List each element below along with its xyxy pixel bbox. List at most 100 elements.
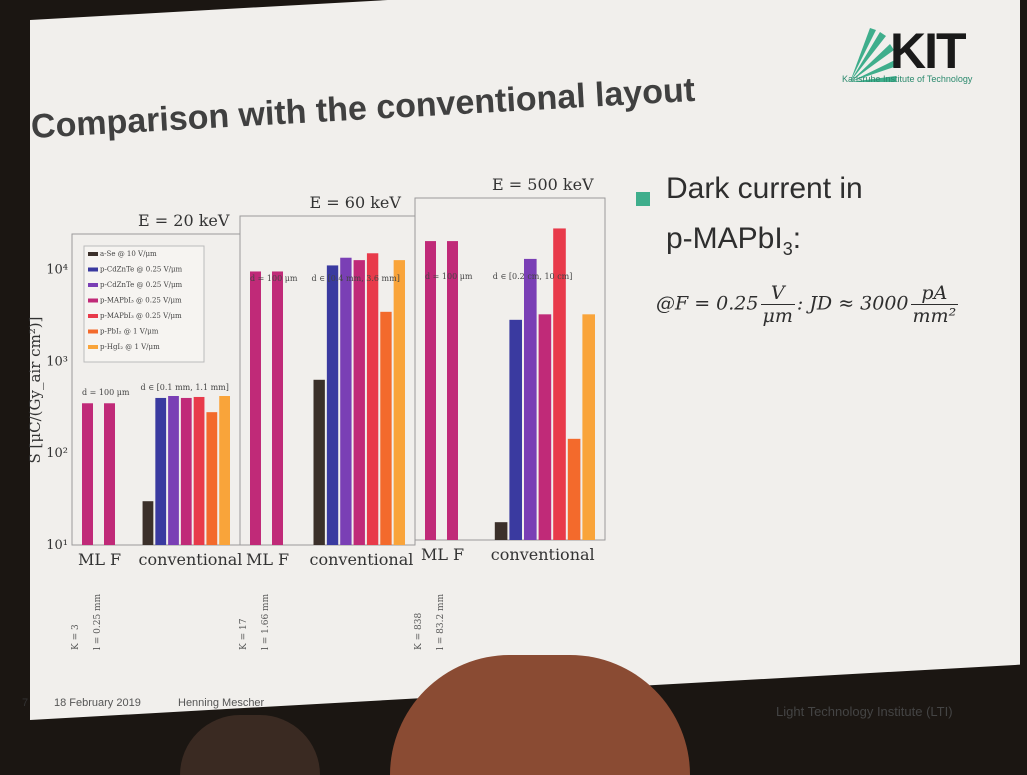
bar-conventional <box>567 438 581 540</box>
bullet-line2-tail: : <box>792 222 802 255</box>
bullet-line2-main: p-MAPbI <box>666 222 783 255</box>
legend-swatch <box>88 252 98 256</box>
bar-ml <box>82 403 93 545</box>
bar-f <box>272 271 283 545</box>
legend-swatch <box>88 283 98 287</box>
bar-conventional <box>353 260 365 545</box>
f-label: F <box>110 550 121 569</box>
bar-conventional <box>326 265 339 545</box>
bar-conventional <box>524 258 537 540</box>
bar-conventional <box>553 228 566 540</box>
bar-conventional <box>393 260 405 545</box>
bar-ml <box>250 271 261 545</box>
y-axis: 10¹ 10² 10³ 10⁴ S [μC/(Gy_air cm²)] <box>26 263 68 553</box>
formula-num2: pA <box>910 282 959 305</box>
f-label: F <box>278 550 289 569</box>
kit-logo-text: KIT <box>890 23 967 79</box>
formula-prefix: @F = 0.25 <box>656 292 759 315</box>
l-label: l = 0.25 mm <box>93 593 103 650</box>
panel-energy-label: E = 20 keV <box>138 211 230 230</box>
bullet-text-line2: p-MAPbI3: <box>666 222 801 260</box>
kit-logo <box>832 10 1002 110</box>
panel-energy-label: E = 500 keV <box>492 175 594 194</box>
bar-conventional <box>193 396 205 545</box>
d-label-right: d ∈ [0.1 mm, 1.1 mm] <box>141 383 229 392</box>
d-label-right: d ∈ [0.4 mm, 3.6 mm] <box>312 274 400 283</box>
legend-swatch <box>88 345 98 349</box>
legend-swatch <box>88 314 98 318</box>
formula-middle: : JD ≈ 3000 <box>796 292 909 315</box>
kit-logo-rays-icon <box>850 28 897 82</box>
y-axis-label: S [μC/(Gy_air cm²)] <box>26 316 44 463</box>
formula-fraction-2: pA mm² <box>910 282 959 327</box>
k-label: K = 17 <box>239 618 249 650</box>
bullet-text-line1: Dark current in <box>666 172 863 205</box>
bar-conventional <box>219 396 230 545</box>
y-tick-label: 10⁴ <box>46 263 68 278</box>
formula-num1: V <box>760 282 795 305</box>
footer-date: 18 February 2019 <box>54 697 141 709</box>
footer-page-number: 7 <box>22 697 29 709</box>
bar-conventional <box>582 314 595 540</box>
bar-conventional <box>313 379 325 545</box>
d-label-right: d ∈ [0.2 cm, 10 cm] <box>493 272 573 281</box>
bar-conventional <box>206 412 218 545</box>
legend-entry-label: p-CdZnTe @ 0.25 V/μm <box>100 281 183 289</box>
legend-entry-label: p-CdZnTe @ 0.25 V/μm <box>100 266 183 274</box>
bar-conventional <box>538 314 552 540</box>
bar-f <box>104 403 115 545</box>
d-label-left: d = 100 μm <box>82 388 130 397</box>
legend-box <box>83 245 205 363</box>
legend-swatch <box>88 267 98 272</box>
legend-entry-label: a-Se @ 10 V/μm <box>100 250 157 258</box>
conventional-label: conventional <box>139 550 243 569</box>
ml-label: ML <box>421 545 448 564</box>
legend-entry-label: p-MAPbI₃ @ 0.25 V/μm <box>100 312 182 320</box>
l-label: l = 1.66 mm <box>261 593 271 650</box>
formula-den2: mm² <box>912 305 957 327</box>
conventional-label: conventional <box>310 550 414 569</box>
bullet-marker <box>636 192 650 206</box>
chart-legend: a-Se @ 10 V/μm p-CdZnTe @ 0.25 V/μm p-CdZn… <box>83 245 205 363</box>
legend-swatch <box>88 329 98 334</box>
ml-label: ML <box>78 550 105 569</box>
ml-label: ML <box>246 550 273 569</box>
d-label-left: d = 100 μm <box>250 274 298 283</box>
y-tick-label: 10³ <box>46 354 68 369</box>
legend-entry-label: p-MAPbI₃ @ 0.25 V/μm <box>100 297 182 305</box>
bar-conventional <box>340 257 352 545</box>
bar-conventional <box>168 396 179 545</box>
bar-conventional <box>180 397 192 545</box>
k-label: K = 3 <box>71 624 81 650</box>
legend-swatch <box>88 298 98 303</box>
y-tick-label: 10² <box>46 446 68 461</box>
y-tick-label: 10¹ <box>46 538 68 553</box>
bar-conventional <box>509 319 522 540</box>
bar-conventional <box>155 397 167 545</box>
legend-entry-label: p-HgI₂ @ 1 V/μm <box>100 343 160 351</box>
f-label: F <box>453 545 464 564</box>
k-label: K = 838 <box>414 613 424 650</box>
bar-f <box>447 241 458 541</box>
legend-entry-label: p-PbI₂ @ 1 V/μm <box>100 328 159 336</box>
l-label: l = 83.2 mm <box>436 593 446 650</box>
d-label-left: d = 100 μm <box>425 272 473 281</box>
bar-conventional <box>380 311 392 545</box>
bullet-line2-sub: 3 <box>782 239 793 259</box>
footer-institute: Light Technology Institute (LTI) <box>776 704 953 719</box>
bar-conventional <box>494 522 508 540</box>
kit-logo-subtitle: Karlsruhe Institute of Technology <box>842 74 973 84</box>
bar-conventional <box>142 501 154 545</box>
panel-energy-label: E = 60 keV <box>310 193 402 212</box>
formula-den1: μm <box>762 305 793 327</box>
bar-conventional <box>366 253 379 545</box>
bar-ml <box>425 241 436 541</box>
conventional-label: conventional <box>491 545 595 564</box>
